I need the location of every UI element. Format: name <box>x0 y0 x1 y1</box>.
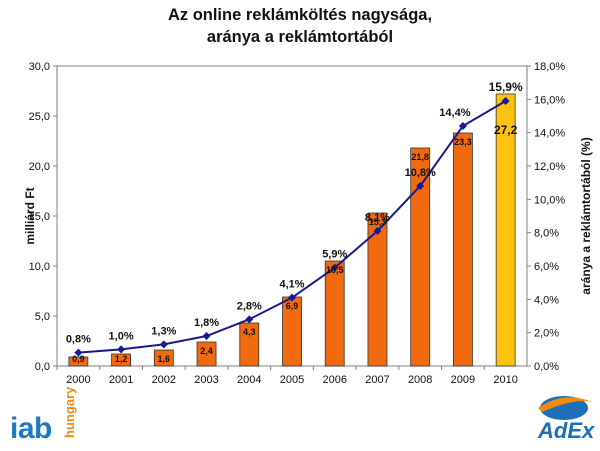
bar-value-label: 27,2 <box>494 123 518 137</box>
y-axis-title: milliárd Ft <box>23 187 37 244</box>
bar <box>495 93 516 367</box>
x-tick-label: 2002 <box>152 374 176 386</box>
x-tick-label: 2006 <box>322 374 346 386</box>
y2-tick-label: 2,0% <box>534 328 559 340</box>
share-point <box>416 182 425 190</box>
bar-value-label: 6,9 <box>286 301 299 311</box>
bar <box>367 212 388 367</box>
share-value-label: 1,3% <box>151 325 176 337</box>
y-tick-label: 20,0 <box>29 161 50 173</box>
x-tick-label: 2010 <box>493 374 517 386</box>
bar <box>196 341 217 367</box>
bar <box>410 147 431 367</box>
bar-value-label: 1,6 <box>158 354 171 364</box>
share-value-label: 10,8% <box>405 167 436 179</box>
share-point <box>159 340 168 349</box>
x-tick-label: 2004 <box>237 374 261 386</box>
y2-tick-label: 16,0% <box>534 94 565 106</box>
x-tick-label: 2000 <box>66 374 90 386</box>
chart-title-line2: aránya a reklámtortából <box>206 28 394 46</box>
x-tick-label: 2005 <box>280 374 304 386</box>
y-tick-label: 0,0 <box>35 361 50 373</box>
share-value-label: 15,9% <box>489 80 523 94</box>
x-tick-label: 2001 <box>109 374 133 386</box>
share-point <box>458 122 467 130</box>
share-value-label: 5,9% <box>322 249 347 261</box>
share-point <box>501 97 510 105</box>
share-value-label: 14,4% <box>439 107 470 119</box>
y-tick-label: 5,0 <box>35 311 50 323</box>
share-value-label: 8,1% <box>365 212 390 224</box>
adex-logo: AdEx <box>534 388 596 448</box>
share-value-label: 1,0% <box>109 330 134 342</box>
x-tick-label: 2003 <box>194 374 218 386</box>
share-point <box>202 332 211 340</box>
x-tick-label: 2009 <box>451 374 475 386</box>
y2-tick-label: 8,0% <box>534 228 559 240</box>
chart-title: Az online reklámköltés nagysága, aránya … <box>0 4 600 48</box>
bar-value-label: 0,9 <box>72 354 85 364</box>
iab-hungary-logo: iab hungary <box>8 387 98 446</box>
share-point <box>117 345 126 354</box>
y2-tick-label: 4,0% <box>534 294 559 306</box>
x-tick-label: 2007 <box>365 374 389 386</box>
y-tick-label: 25,0 <box>29 111 50 123</box>
y2-tick-label: 14,0% <box>534 128 565 140</box>
iab-logo-subtext: hungary <box>62 386 77 438</box>
bar <box>111 353 131 367</box>
bar-value-label: 21,8 <box>411 152 429 162</box>
bar <box>324 260 345 367</box>
share-value-label: 2,8% <box>237 300 262 312</box>
x-tick-label: 2008 <box>408 374 432 386</box>
share-point <box>330 263 339 272</box>
share-value-label: 1,8% <box>194 317 219 329</box>
share-value-label: 0,8% <box>66 334 91 346</box>
bar-value-label: 15,3 <box>369 217 387 227</box>
y-tick-label: 10,0 <box>29 261 50 273</box>
share-value-label: 4,1% <box>279 279 304 291</box>
bar-value-label: 2,4 <box>200 346 213 356</box>
adex-logo-mark <box>538 396 592 420</box>
y2-axis-title: aránya a reklámtortából (%) <box>579 137 593 294</box>
bar-value-label: 4,3 <box>243 327 256 337</box>
share-point <box>373 227 382 235</box>
bar <box>453 132 473 367</box>
share-point <box>245 315 254 324</box>
y-tick-label: 30,0 <box>29 61 50 73</box>
iab-logo-text: iab <box>10 412 52 445</box>
chart-title-line1: Az online reklámköltés nagysága, <box>167 6 433 24</box>
share-point <box>288 293 296 302</box>
bar-value-label: 23,3 <box>454 137 472 147</box>
bar <box>153 349 174 367</box>
y2-tick-label: 0,0% <box>534 361 559 373</box>
y2-tick-label: 6,0% <box>534 261 559 273</box>
share-point <box>74 348 83 357</box>
y2-tick-label: 12,0% <box>534 161 565 173</box>
adex-logo-text: AdEx <box>538 418 595 443</box>
bar-value-label: 10,5 <box>326 265 344 275</box>
y-tick-label: 15,0 <box>29 211 50 223</box>
y2-tick-label: 10,0% <box>534 194 565 206</box>
bar <box>68 356 89 367</box>
bar-value-label: 1,2 <box>115 354 128 364</box>
y2-tick-label: 18,0% <box>534 61 565 73</box>
